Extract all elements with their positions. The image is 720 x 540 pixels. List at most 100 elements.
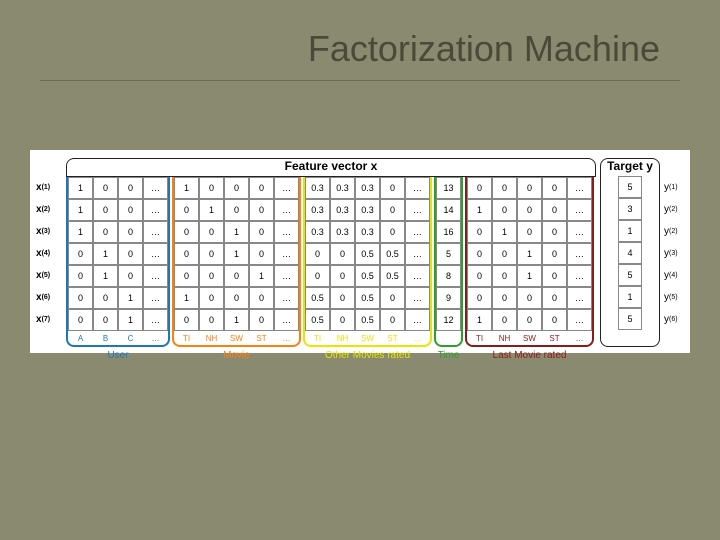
cell: 8 — [436, 265, 461, 287]
cell: 0 — [380, 309, 405, 331]
cell: 0 — [68, 309, 93, 331]
cell: 0 — [330, 243, 355, 265]
col-label: NH — [199, 331, 224, 345]
cell: 0 — [542, 243, 567, 265]
col-label: … — [567, 331, 592, 345]
col-label: ST — [249, 331, 274, 345]
cell: 0 — [118, 265, 143, 287]
col-label: TI — [174, 331, 199, 345]
group-time: 13141658912Time — [434, 177, 463, 347]
cell: 0 — [93, 199, 118, 221]
cell: 0.3 — [305, 177, 330, 199]
group-last-movie-rated: 0000…1000…0100…0010…0010…0000…1000…TINHS… — [465, 177, 594, 347]
target-header: Target y — [600, 158, 660, 176]
target-cell: 1 — [618, 286, 642, 308]
cell: … — [274, 177, 299, 199]
cell: … — [405, 199, 430, 221]
cell: … — [143, 177, 168, 199]
target-cell: 5 — [618, 176, 642, 198]
row-label: x(1) — [36, 176, 66, 198]
cell: … — [274, 309, 299, 331]
row-labels: x(1)x(2)x(3)x(4)x(5)x(6)x(7) — [36, 176, 66, 347]
group-movie: 1000…0100…0010…0010…0001…1000…0010…TINHS… — [172, 177, 301, 347]
cell: 0.3 — [330, 177, 355, 199]
y-label: y(5) — [664, 286, 684, 308]
cell: 5 — [436, 243, 461, 265]
cell: 1 — [224, 243, 249, 265]
cell: 0 — [249, 221, 274, 243]
target-column: 5314515 — [600, 176, 660, 347]
slide-title: Factorization Machine — [308, 28, 660, 70]
col-label: … — [143, 331, 168, 345]
col-label: SW — [517, 331, 542, 345]
cell: 0 — [68, 265, 93, 287]
cell: 0 — [492, 309, 517, 331]
cell: 0.3 — [305, 199, 330, 221]
cell: 0 — [492, 243, 517, 265]
group-label: User — [68, 350, 168, 361]
cell: … — [567, 221, 592, 243]
y-label: y(4) — [664, 264, 684, 286]
cell: 0.5 — [355, 265, 380, 287]
cell: 0 — [517, 199, 542, 221]
cell: 0 — [199, 309, 224, 331]
y-label: y(3) — [664, 242, 684, 264]
target-cell: 5 — [618, 308, 642, 330]
y-labels: y(1)y(2)y(2)y(3)y(4)y(5)y(6) — [660, 176, 684, 347]
y-label: y(2) — [664, 198, 684, 220]
cell: … — [143, 199, 168, 221]
cell: 0 — [199, 287, 224, 309]
cell: 0 — [330, 265, 355, 287]
col-label: ST — [542, 331, 567, 345]
cell: 0.5 — [305, 287, 330, 309]
target-cell: 4 — [618, 242, 642, 264]
cell: 0 — [305, 265, 330, 287]
title-underline — [40, 80, 680, 81]
cell: 12 — [436, 309, 461, 331]
cell: 0.3 — [330, 221, 355, 243]
target-cell: 5 — [618, 264, 642, 286]
cell: 0 — [174, 309, 199, 331]
cell: … — [274, 287, 299, 309]
cell: 1 — [467, 199, 492, 221]
cell: 1 — [224, 221, 249, 243]
cell: 0.5 — [355, 287, 380, 309]
cell: … — [405, 243, 430, 265]
cell: 0.5 — [355, 309, 380, 331]
y-label: y(1) — [664, 176, 684, 198]
figure-header: Feature vector x Target y — [36, 158, 684, 176]
cell: 1 — [224, 309, 249, 331]
row-label: x(3) — [36, 220, 66, 242]
cell: 0 — [380, 287, 405, 309]
cell: … — [143, 221, 168, 243]
cell: … — [567, 309, 592, 331]
cell: 0 — [542, 199, 567, 221]
cell: 13 — [436, 177, 461, 199]
cell: 0.3 — [330, 199, 355, 221]
cell: 0 — [249, 309, 274, 331]
cell: … — [274, 199, 299, 221]
cell: 0 — [93, 177, 118, 199]
cell: 1 — [517, 265, 542, 287]
group-other-movies-rated: 0.30.30.30…0.30.30.30…0.30.30.30…000.50.… — [303, 177, 432, 347]
cell: 1 — [174, 177, 199, 199]
target-cell: 1 — [618, 220, 642, 242]
cell: 1 — [249, 265, 274, 287]
cell: 0 — [330, 287, 355, 309]
cell: 1 — [517, 243, 542, 265]
cell: … — [405, 287, 430, 309]
cell: 0 — [380, 199, 405, 221]
y-label: y(2) — [664, 220, 684, 242]
cell: 0.5 — [380, 243, 405, 265]
cell: 0 — [249, 199, 274, 221]
cell: 0 — [467, 177, 492, 199]
cell: 0 — [542, 221, 567, 243]
col-label: B — [93, 331, 118, 345]
cell: 0 — [517, 309, 542, 331]
cell: 1 — [492, 221, 517, 243]
cell: 0 — [118, 221, 143, 243]
cell: 0 — [467, 265, 492, 287]
y-label: y(6) — [664, 308, 684, 330]
col-label: A — [68, 331, 93, 345]
cell: 0 — [467, 287, 492, 309]
